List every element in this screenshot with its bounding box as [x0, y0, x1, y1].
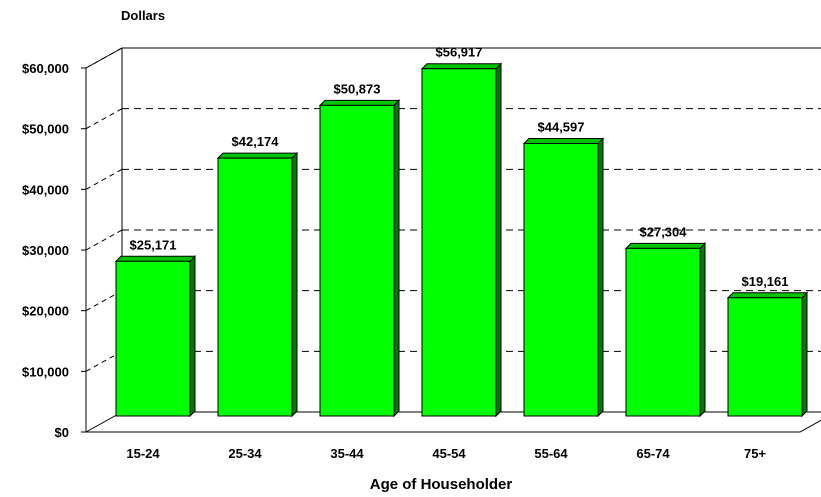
bar	[216, 151, 299, 418]
x-tick-labels: 15-24 25-34 35-44 45-54 55-64 65-74 75+	[126, 446, 766, 461]
x-axis-title: Age of Householder	[370, 476, 513, 493]
y-tick-label: $20,000	[22, 304, 69, 319]
y-tick-label: $10,000	[22, 364, 69, 379]
x-tick-label: 45-54	[432, 446, 466, 461]
bar-top	[624, 242, 707, 249]
bar-front	[523, 142, 599, 417]
bar-top	[522, 137, 605, 144]
bar-top	[318, 99, 401, 106]
x-tick-label: 25-34	[228, 446, 262, 461]
side-gridline	[85, 168, 123, 190]
y-tick-label: $40,000	[22, 182, 69, 197]
bar-front	[421, 68, 497, 417]
side-gridline	[85, 229, 123, 251]
bar	[726, 291, 809, 418]
data-label: $56,917	[436, 45, 483, 60]
x-tick-label: 65-74	[636, 446, 670, 461]
bar-side	[393, 99, 400, 418]
x-tick-label: 55-64	[534, 446, 568, 461]
side-gridline	[85, 350, 123, 372]
data-labels: $25,171 $42,174 $50,873 $56,917 $44,597 $27,3…	[130, 45, 789, 289]
bar	[420, 62, 503, 418]
data-label: $27,304	[640, 224, 688, 239]
bar	[114, 255, 197, 418]
bar	[318, 99, 401, 418]
bar-front	[727, 297, 803, 417]
y-tick-label: $50,000	[22, 122, 69, 137]
data-label: $50,873	[334, 81, 381, 96]
data-label: $44,597	[538, 119, 585, 134]
gridlines	[81, 47, 821, 433]
bar-front	[625, 247, 701, 417]
x-tick-label: 75+	[744, 446, 766, 461]
bar-side	[801, 291, 808, 418]
bar-top	[114, 255, 197, 262]
data-label: $19,161	[742, 274, 789, 289]
bar-front	[217, 157, 293, 417]
bar-front	[115, 260, 191, 417]
side-gridline	[85, 47, 123, 69]
y-axis-title: Dollars	[121, 8, 165, 23]
data-label: $25,171	[130, 237, 177, 252]
y-tick-label: $30,000	[22, 243, 69, 258]
y-tick-labels: $0 $10,000 $20,000 $30,000 $40,000 $50,000 $60…	[22, 61, 69, 440]
side-gridline	[85, 290, 123, 312]
bar	[624, 242, 707, 418]
bar-top	[216, 152, 299, 159]
data-label: $42,174	[232, 134, 280, 149]
bar-side	[495, 62, 502, 418]
bar-side	[597, 137, 604, 418]
x-tick-label: 15-24	[126, 446, 160, 461]
y-tick-label: $60,000	[22, 61, 69, 76]
y-tick-label: $0	[55, 425, 69, 440]
floor	[84, 411, 821, 433]
bar-side	[291, 151, 298, 418]
bar-front	[319, 104, 395, 417]
bar-top	[420, 63, 503, 70]
bars	[114, 62, 809, 418]
bar-side	[699, 242, 706, 418]
side-gridline	[85, 108, 123, 130]
bar-top	[726, 292, 809, 299]
x-tick-label: 35-44	[330, 446, 364, 461]
bar-side	[189, 255, 196, 418]
bar	[522, 137, 605, 418]
